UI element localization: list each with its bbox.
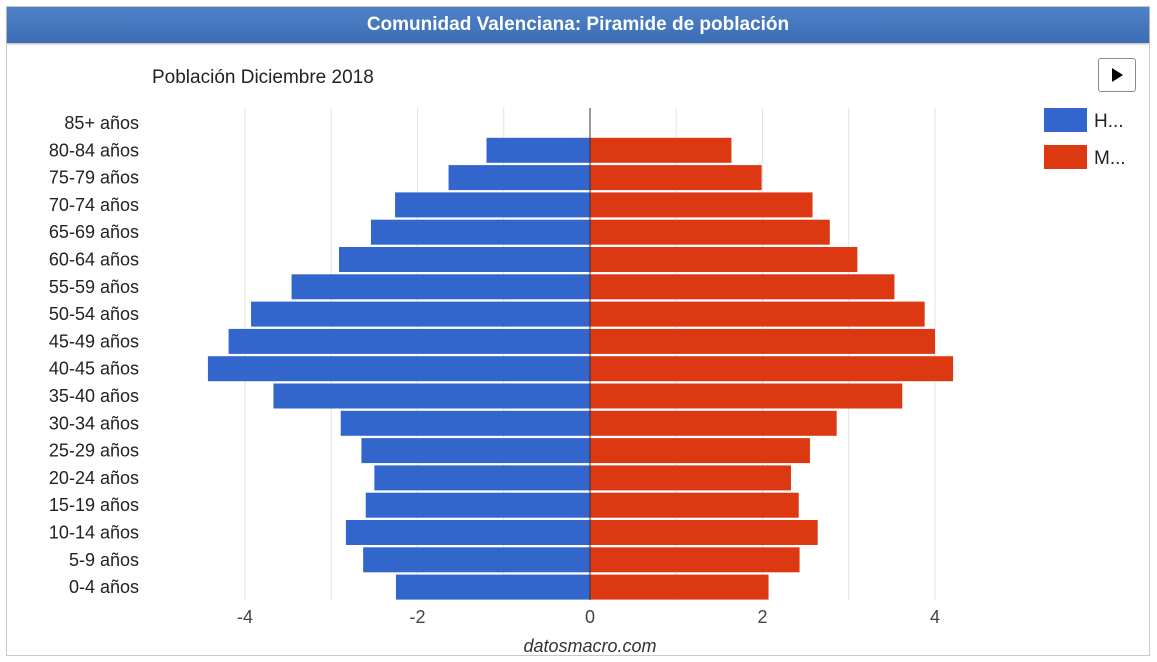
bar-hombres	[374, 465, 590, 491]
y-tick-label: 50-54 años	[49, 304, 139, 324]
y-tick-label: 10-14 años	[49, 523, 139, 543]
bar-hombres	[291, 274, 590, 300]
bar-hombres	[448, 165, 590, 191]
bar-mujeres	[590, 301, 925, 327]
bar-mujeres	[590, 274, 895, 300]
x-tick-label: -4	[237, 607, 253, 627]
y-tick-label: 55-59 años	[49, 277, 139, 297]
bar-mujeres	[590, 574, 769, 600]
x-tick-label: 0	[585, 607, 595, 627]
bar-mujeres	[590, 192, 813, 218]
bar-mujeres	[590, 410, 837, 436]
bar-mujeres	[590, 465, 791, 491]
play-button[interactable]	[1098, 58, 1136, 92]
y-tick-label: 85+ años	[64, 113, 139, 133]
y-tick-label: 5-9 años	[69, 550, 139, 570]
bar-mujeres	[590, 520, 818, 545]
y-tick-label: 45-49 años	[49, 331, 139, 351]
y-tick-label: 25-29 años	[49, 441, 139, 461]
bar-hombres	[395, 574, 590, 600]
bar-mujeres	[590, 165, 762, 191]
y-tick-label: 20-24 años	[49, 468, 139, 488]
y-tick-label: 0-4 años	[69, 577, 139, 597]
x-tick-label: -2	[409, 607, 425, 627]
bar-hombres	[363, 547, 590, 573]
legend-label: H...	[1094, 111, 1124, 132]
x-tick-label: 2	[757, 607, 767, 627]
y-tick-label: 40-45 años	[49, 359, 139, 379]
bar-mujeres	[590, 219, 830, 245]
y-tick-label: 70-74 años	[49, 195, 139, 215]
bar-mujeres	[590, 328, 935, 354]
bar-hombres	[361, 438, 590, 464]
bar-hombres	[345, 520, 590, 545]
legend-swatch-mujeres	[1044, 145, 1087, 169]
legend-swatch-hombres	[1044, 108, 1087, 132]
y-tick-label: 80-84 años	[49, 140, 139, 160]
bar-hombres	[228, 328, 591, 354]
y-tick-label: 75-79 años	[49, 168, 139, 188]
y-tick-label: 30-34 años	[49, 413, 139, 433]
bar-mujeres	[590, 137, 732, 163]
y-tick-label: 60-64 años	[49, 250, 139, 270]
chart-title: Población Diciembre 2018	[152, 67, 374, 88]
play-icon	[1112, 68, 1123, 82]
bar-mujeres	[590, 356, 954, 382]
y-tick-label: 15-19 años	[49, 495, 139, 515]
bar-hombres	[395, 192, 590, 218]
bar-hombres	[207, 356, 590, 382]
page-title: Comunidad Valenciana: Piramide de poblac…	[7, 7, 1149, 43]
bar-hombres	[273, 383, 590, 409]
bar-hombres	[370, 219, 590, 245]
bar-hombres	[365, 492, 590, 518]
source-label: datosmacro.com	[523, 636, 656, 656]
bar-mujeres	[590, 492, 799, 518]
bar-hombres	[339, 247, 590, 272]
legend-label: M...	[1094, 148, 1126, 169]
bar-hombres	[340, 410, 590, 436]
bar-mujeres	[590, 438, 810, 464]
bar-mujeres	[590, 247, 858, 272]
bar-mujeres	[590, 383, 903, 409]
y-tick-label: 65-69 años	[49, 222, 139, 242]
y-tick-label: 35-40 años	[49, 386, 139, 406]
bar-mujeres	[590, 547, 800, 573]
bar-hombres	[251, 301, 590, 327]
x-tick-label: 4	[930, 607, 940, 627]
bar-hombres	[486, 137, 590, 163]
